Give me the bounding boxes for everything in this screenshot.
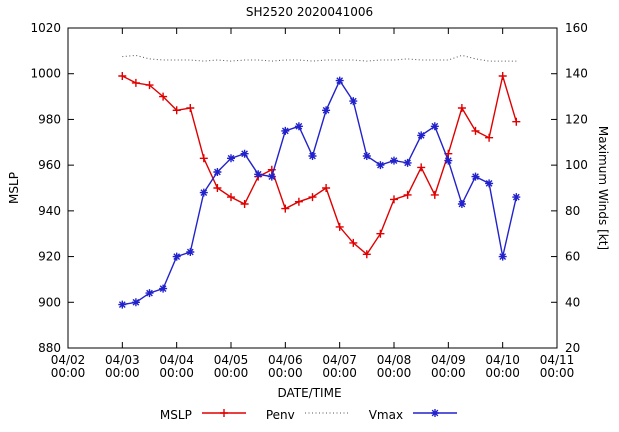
plot-frame xyxy=(67,27,558,349)
legend-sample-penv xyxy=(304,412,349,414)
y-tick-label-left: 920 xyxy=(38,250,61,264)
series-markers-vmax xyxy=(118,76,521,309)
y-tick-label-right: 120 xyxy=(565,112,588,126)
y-tick-label-left: 900 xyxy=(38,295,61,309)
x-tick-sublabel: 00:00 xyxy=(214,366,249,380)
legend: MSLP Penv Vmax xyxy=(0,407,619,422)
y-tick-label-left: 1000 xyxy=(30,67,61,81)
legend-sample-vmax-line xyxy=(411,407,459,422)
y-axis-label-left: MSLP xyxy=(7,172,21,204)
legend-item-mslp: MSLP xyxy=(160,407,248,422)
series-markers-mslp xyxy=(118,72,521,259)
x-tick-label: 04/03 xyxy=(105,353,140,367)
x-tick-label: 04/04 xyxy=(159,353,194,367)
x-tick-sublabel: 00:00 xyxy=(377,366,412,380)
x-tick-label: 04/08 xyxy=(377,353,412,367)
y-tick-label-right: 80 xyxy=(565,204,580,218)
x-tick-label: 04/10 xyxy=(485,353,520,367)
legend-sample-penv-line xyxy=(303,407,351,422)
y-axis-label-right: Maximum Winds [kt] xyxy=(596,125,610,251)
x-tick-sublabel: 00:00 xyxy=(51,366,86,380)
legend-sample-mslp xyxy=(201,409,246,417)
series-line-mslp xyxy=(121,73,517,256)
y-tick-label-right: 100 xyxy=(565,158,588,172)
chart-title: SH2520 2020041006 xyxy=(245,5,374,19)
y-tick-label-right: 20 xyxy=(565,341,580,355)
series-penv xyxy=(122,54,517,62)
legend-label-vmax: Vmax xyxy=(368,407,404,422)
x-tick-label: 04/05 xyxy=(214,353,249,367)
x-tick-sublabel: 00:00 xyxy=(540,366,575,380)
legend-item-vmax: Vmax xyxy=(369,407,459,422)
y-tick-label-left: 940 xyxy=(38,204,61,218)
x-tick-label: 04/11 xyxy=(540,353,575,367)
x-tick-label: 04/06 xyxy=(268,353,303,367)
legend-sample-vmax xyxy=(413,409,458,417)
series-vmax xyxy=(118,76,521,309)
y-tick-label-right: 40 xyxy=(565,295,580,309)
legend-label-penv: Penv xyxy=(265,407,295,422)
x-tick-sublabel: 00:00 xyxy=(485,366,520,380)
y-tick-label-right: 140 xyxy=(565,67,588,81)
x-tick-sublabel: 00:00 xyxy=(431,366,466,380)
x-tick-sublabel: 00:00 xyxy=(159,366,194,380)
y-tick-label-right: 60 xyxy=(565,250,580,264)
legend-item-penv: Penv xyxy=(266,407,351,422)
y-tick-label-left: 960 xyxy=(38,158,61,172)
x-tick-sublabel: 00:00 xyxy=(105,366,140,380)
y-axis-left: 880 900 920 940 960 980 1000 1020 xyxy=(30,21,74,355)
series-line-vmax xyxy=(122,79,517,306)
legend-label-mslp: MSLP xyxy=(159,407,192,422)
legend-sample-mslp-line xyxy=(200,407,248,422)
x-tick-sublabel: 00:00 xyxy=(322,366,357,380)
y-tick-label-right: 160 xyxy=(565,21,588,35)
series-line-penv xyxy=(122,54,517,62)
x-axis: 04/0200:0004/0300:0004/0400:0004/0500:00… xyxy=(51,28,575,380)
y-tick-label-left: 880 xyxy=(38,341,61,355)
y-tick-label-left: 1020 xyxy=(30,21,61,35)
x-tick-label: 04/07 xyxy=(322,353,357,367)
x-axis-label: DATE/TIME xyxy=(277,386,342,400)
series-mslp xyxy=(118,72,521,259)
x-tick-label: 04/09 xyxy=(431,353,466,367)
x-tick-label: 04/02 xyxy=(51,353,86,367)
x-tick-sublabel: 00:00 xyxy=(268,366,303,380)
y-tick-label-left: 980 xyxy=(38,112,61,126)
y-axis-right: 20 40 60 80 100 120 140 160 xyxy=(551,21,588,355)
